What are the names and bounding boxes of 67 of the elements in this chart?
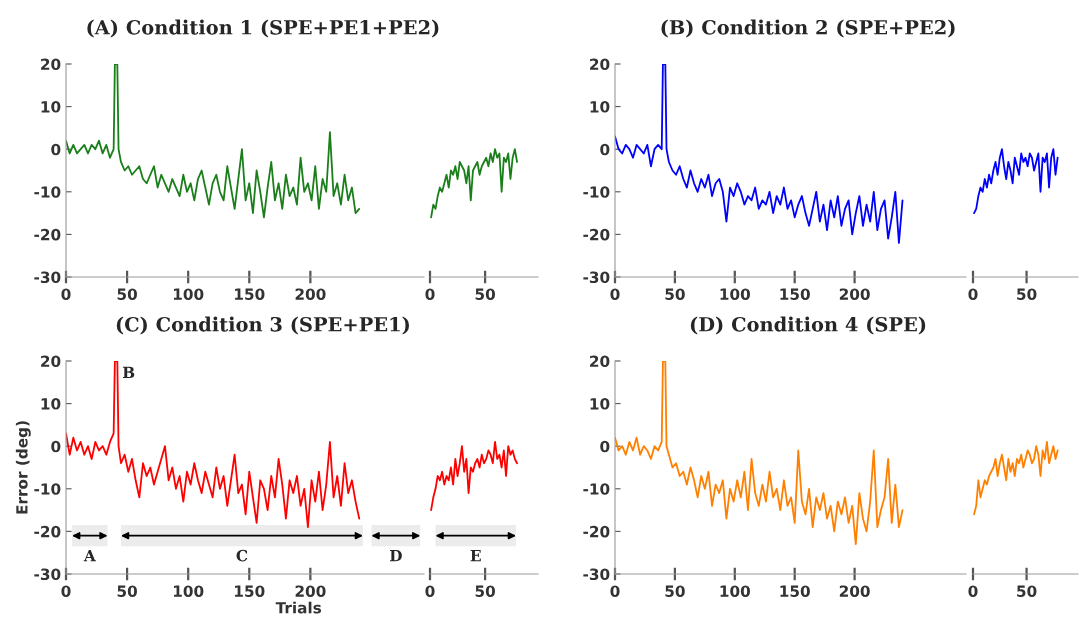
y-tick-label: 0 (600, 143, 610, 156)
x-tick-label: 0 (425, 288, 435, 300)
y-tick-label: -30 (583, 568, 610, 581)
y-tick-label: -20 (583, 228, 610, 241)
x-tick-label: 150 (235, 585, 265, 597)
x-tick-label: 0 (61, 585, 71, 597)
y-tick-label: 0 (51, 440, 61, 453)
x-tick-label: 50 (1017, 585, 1037, 597)
y-tick-label: -10 (34, 186, 61, 198)
y-axis-title: Error (deg) (15, 421, 31, 514)
x-tick-label: 100 (173, 288, 204, 300)
x-tick-label: 50 (117, 288, 137, 300)
y-tick-label: -20 (583, 525, 610, 538)
x-tick-label: 100 (720, 288, 751, 300)
band-label: D (389, 550, 402, 562)
x-tick-label: 50 (665, 585, 685, 597)
x-tick-label: 100 (720, 585, 751, 597)
x-tick-label: 0 (610, 585, 620, 597)
y-tick-label: -10 (583, 483, 610, 495)
chart-title: (D) Condition 4 (SPE) (690, 316, 926, 335)
y-tick-label: 10 (41, 101, 61, 113)
y-tick-label: 20 (590, 58, 610, 71)
x-tick-label: 50 (665, 288, 685, 300)
x-tick-label: 50 (1017, 288, 1037, 300)
band-label: A (83, 550, 96, 562)
y-tick-label: -30 (583, 271, 610, 284)
line-series (66, 64, 361, 219)
line-series (615, 64, 904, 244)
x-tick-label: 200 (295, 585, 326, 597)
x-tick-label: 0 (968, 288, 978, 300)
x-tick-label: 0 (425, 585, 435, 597)
x-tick-label: 200 (295, 288, 326, 300)
x-tick-label: 150 (235, 288, 265, 300)
x-tick-label: 150 (780, 585, 810, 597)
x-tick-label: 200 (839, 585, 870, 597)
band-label: E (470, 550, 481, 562)
y-tick-label: -20 (34, 228, 61, 241)
y-tick-label: 0 (600, 440, 610, 453)
chart-title: (C) Condition 3 (SPE+PE1) (116, 316, 409, 335)
y-tick-label: -20 (34, 525, 61, 538)
y-tick-label: 20 (41, 58, 61, 71)
x-tick-label: 50 (117, 585, 137, 597)
chart-title: (B) Condition 2 (SPE+PE2) (661, 19, 955, 38)
y-tick-label: 10 (41, 398, 61, 410)
y-tick-label: 10 (590, 398, 610, 410)
x-tick-label: 0 (968, 585, 978, 597)
x-tick-label: 100 (173, 585, 204, 597)
y-tick-label: -10 (34, 483, 61, 495)
y-tick-label: 10 (590, 101, 610, 113)
x-tick-label: 50 (475, 585, 495, 597)
x-axis-title: Trials (275, 601, 322, 614)
y-tick-label: -30 (34, 568, 61, 581)
x-tick-label: 150 (780, 288, 810, 300)
band-label: C (236, 549, 248, 562)
y-tick-label: 20 (41, 355, 61, 368)
chart-title: (A) Condition 1 (SPE+PE1+PE2) (87, 19, 439, 38)
x-tick-label: 200 (839, 288, 870, 300)
y-tick-label: -10 (583, 186, 610, 198)
annotation: B (122, 366, 135, 378)
line-series (66, 361, 361, 529)
x-tick-label: 0 (610, 288, 620, 300)
line-series (615, 361, 904, 546)
y-tick-label: 20 (590, 355, 610, 368)
y-tick-label: -30 (34, 271, 61, 284)
x-tick-label: 50 (475, 288, 495, 300)
y-tick-label: 0 (51, 143, 61, 156)
x-tick-label: 0 (61, 288, 71, 300)
